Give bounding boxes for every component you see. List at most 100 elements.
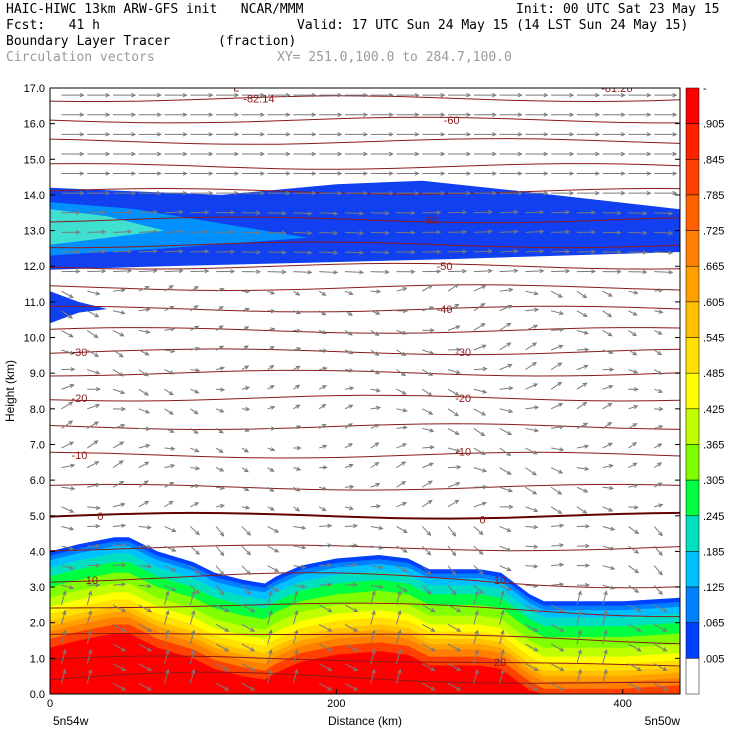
circulation-vector [61, 525, 75, 531]
circulation-vector [164, 649, 170, 664]
circulation-vector [112, 423, 126, 429]
circulation-vector [241, 112, 266, 117]
circulation-vector [216, 132, 240, 137]
circulation-vector [628, 112, 652, 117]
isotherm-line [50, 241, 680, 249]
circulation-vector [396, 425, 408, 430]
circulation-vector [138, 525, 152, 530]
circulation-vector [551, 447, 565, 452]
circulation-vector [499, 92, 523, 98]
circulation-vector [473, 322, 486, 331]
x-tick-label: 200 [327, 698, 345, 710]
circulation-vector [138, 112, 162, 117]
circulation-vector [370, 525, 384, 531]
circulation-vector [319, 92, 343, 98]
circulation-vector [628, 663, 642, 671]
circulation-vector [215, 287, 225, 292]
circulation-vector [370, 649, 376, 664]
circulation-vector [241, 486, 250, 491]
circulation-vector [447, 499, 460, 508]
circulation-vector [190, 112, 214, 117]
circulation-vector [473, 467, 488, 473]
circulation-vector [525, 427, 540, 433]
circulation-vector [190, 151, 214, 157]
circulation-vector [112, 329, 125, 337]
circulation-vector [215, 447, 224, 454]
circulation-vector [293, 250, 313, 255]
colorbar-label: .605 [703, 297, 724, 309]
circulation-vector [318, 385, 327, 390]
circulation-vector [447, 408, 460, 417]
circulation-vector [473, 629, 479, 645]
contour-label: -50 [437, 261, 453, 273]
circulation-vector [628, 545, 640, 554]
circulation-vector [164, 151, 188, 157]
circulation-vector [241, 624, 256, 632]
circulation-vector [473, 229, 493, 234]
circulation-vector [344, 290, 354, 296]
circulation-vector [215, 643, 230, 652]
circulation-vector [61, 506, 75, 513]
contour-label: -81.26 [601, 83, 632, 95]
circulation-vector [551, 310, 565, 316]
circulation-vector [654, 132, 678, 137]
colorbar-swatch [685, 301, 700, 338]
circulation-vector [267, 269, 287, 275]
circulation-vector [241, 171, 266, 176]
x-tick-label: 400 [614, 698, 632, 710]
circulation-vector [370, 462, 380, 469]
circulation-vector [576, 190, 601, 196]
circulation-vector [421, 545, 432, 556]
circulation-vector [112, 502, 126, 508]
circulation-vector [653, 624, 668, 632]
circulation-vector [112, 441, 125, 449]
circulation-vector [318, 506, 327, 512]
circulation-vector [422, 427, 435, 433]
circulation-vector [112, 543, 127, 548]
colorbar-label: .125 [703, 582, 724, 594]
circulation-vector [550, 403, 564, 410]
circulation-vector [190, 368, 201, 373]
colorbar-label: .905 [703, 119, 724, 131]
circulation-vector [525, 447, 538, 455]
circulation-vector [164, 132, 188, 137]
tracer-layer-13 [50, 633, 680, 694]
circulation-vector [61, 92, 85, 98]
y-tick-label: 16.0 [24, 119, 45, 131]
circulation-vector [654, 250, 674, 255]
circulation-vector [164, 171, 188, 176]
circulation-vector [344, 643, 359, 652]
circulation-vector [241, 326, 250, 331]
valid-line: Valid: 17 UTC Sun 24 May 15 (14 LST Sun … [297, 18, 689, 33]
circulation-vector [293, 132, 317, 137]
circulation-vector [602, 464, 614, 469]
circulation-vector [499, 447, 512, 456]
circulation-vector [318, 290, 327, 296]
circulation-vector [61, 441, 75, 449]
circulation-vector [344, 543, 359, 548]
circulation-vector [370, 211, 390, 216]
circulation-vector [654, 171, 678, 176]
circulation-vector [293, 545, 307, 550]
circulation-vector [576, 486, 589, 493]
circulation-vector [525, 405, 540, 410]
circulation-vector [370, 92, 394, 98]
circulation-vector [344, 506, 355, 511]
circulation-vector [190, 190, 214, 196]
circulation-vector [499, 545, 512, 552]
upper-tracer-core [50, 209, 165, 245]
circulation-vector [448, 171, 472, 176]
circulation-vector [396, 151, 420, 157]
isotherm-line [50, 394, 680, 402]
circulation-vector [293, 328, 302, 333]
circulation-vector [576, 668, 582, 684]
circulation-vector [241, 92, 266, 98]
circulation-vector [447, 663, 462, 671]
contour-label: -20 [455, 393, 471, 405]
circulation-vector [576, 466, 590, 471]
circulation-vector [654, 112, 678, 117]
x-tick-label: 0 [47, 698, 53, 710]
circulation-vector [318, 604, 333, 613]
circulation-vector [396, 443, 408, 449]
circulation-vector [551, 171, 575, 176]
